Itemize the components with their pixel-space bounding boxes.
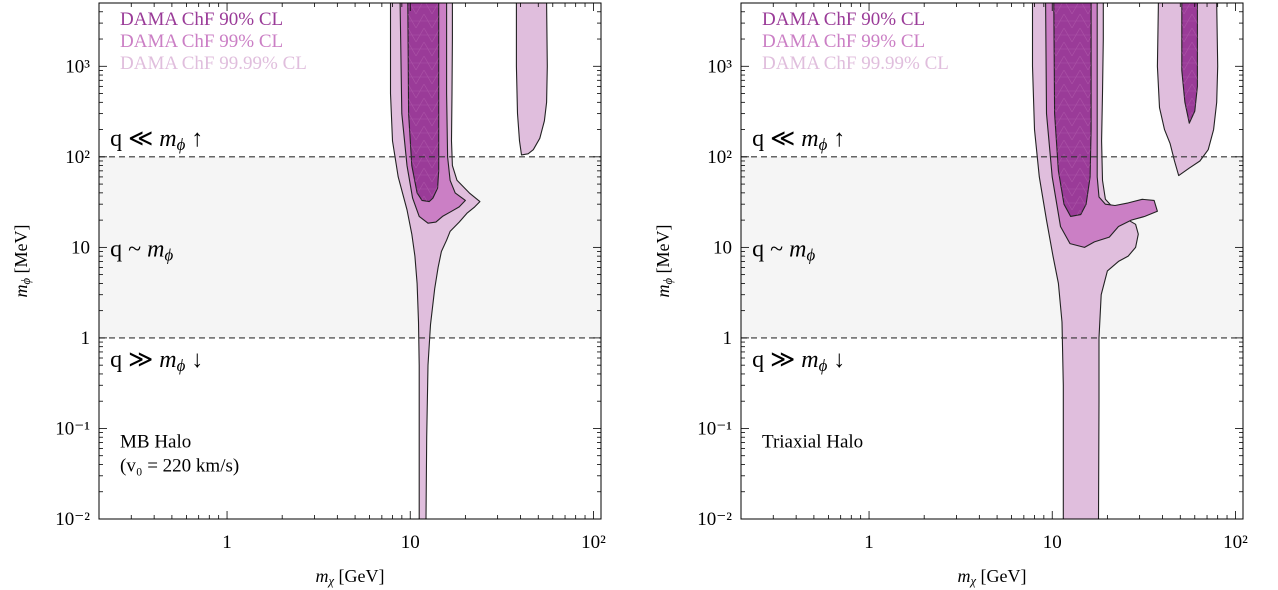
contour-9999cl-region-1 xyxy=(515,3,548,156)
y-tick-label: 10⁻¹ xyxy=(55,418,90,439)
y-tick-label: 10⁻¹ xyxy=(697,418,732,439)
y-tick-label: 10² xyxy=(707,147,732,168)
plot-frame xyxy=(98,2,602,520)
region-label-1: q ~ mϕ xyxy=(752,236,815,264)
legend-entry-2: DAMA ChF 99.99% CL xyxy=(762,53,949,74)
ticks xyxy=(98,2,601,520)
y-tick-label: 1 xyxy=(723,328,733,349)
region-label-0: q ≪ mϕ ↑ xyxy=(752,126,845,154)
x-tick-label: 10 xyxy=(401,532,420,553)
x-tick-label: 10 xyxy=(1043,532,1062,553)
x-axis-label: mχ [GeV] xyxy=(957,566,1026,588)
y-tick-label: 1 xyxy=(81,328,91,349)
plot-frame xyxy=(740,2,1244,520)
y-tick-label: 10⁻² xyxy=(697,509,732,530)
x-tick-label: 10² xyxy=(581,532,606,553)
contour-90cl-texture-0 xyxy=(1053,3,1092,217)
x-axis-label: mχ [GeV] xyxy=(315,566,384,588)
y-tick-label: 10 xyxy=(71,237,90,258)
contour-90cl-texture-1 xyxy=(1181,3,1198,124)
panel-mb-halo: 1 10 10² 10⁻² 10⁻¹ 1 10 10² 10³ mχ [GeV] mϕ [MeV] q… xyxy=(11,2,606,588)
y-axis-label: mϕ [MeV] xyxy=(11,224,33,297)
region-label-2: q ≫ mϕ ↓ xyxy=(752,347,845,375)
y-tick-label: 10³ xyxy=(65,56,90,77)
panel-triaxial-halo: 1 10 10² 10⁻² 10⁻¹ 1 10 10² 10³ mχ [GeV] mϕ [MeV] q… xyxy=(653,2,1248,588)
y-tick-label: 10² xyxy=(65,147,90,168)
contours xyxy=(389,3,548,519)
x-tick-label: 10² xyxy=(1223,532,1248,553)
y-tick-label: 10⁻² xyxy=(55,509,90,530)
halo-label-line-0: MB Halo xyxy=(120,431,191,452)
contours xyxy=(1031,3,1219,519)
shaded-band xyxy=(741,156,1243,338)
legend-entry-2: DAMA ChF 99.99% CL xyxy=(120,53,307,74)
region-label-2: q ≫ mϕ ↓ xyxy=(110,347,203,375)
y-tick-label: 10³ xyxy=(707,56,732,77)
x-tick-label: 1 xyxy=(864,532,874,553)
shaded-band xyxy=(99,156,601,338)
region-label-0: q ≪ mϕ ↑ xyxy=(110,126,203,154)
legend-entry-0: DAMA ChF 90% CL xyxy=(762,9,925,30)
ticks xyxy=(740,2,1243,520)
legend-entry-1: DAMA ChF 99% CL xyxy=(762,31,925,52)
y-tick-label: 10 xyxy=(713,237,732,258)
region-label-1: q ~ mϕ xyxy=(110,236,173,264)
y-axis-label: mϕ [MeV] xyxy=(653,224,675,297)
contour-90cl-texture-0 xyxy=(407,3,439,202)
halo-label-line-1: (v₀ = 220 km/s) xyxy=(120,455,239,476)
x-tick-label: 1 xyxy=(222,532,232,553)
legend-entry-0: DAMA ChF 90% CL xyxy=(120,9,283,30)
halo-label-line-0: Triaxial Halo xyxy=(762,431,863,452)
legend-entry-1: DAMA ChF 99% CL xyxy=(120,31,283,52)
